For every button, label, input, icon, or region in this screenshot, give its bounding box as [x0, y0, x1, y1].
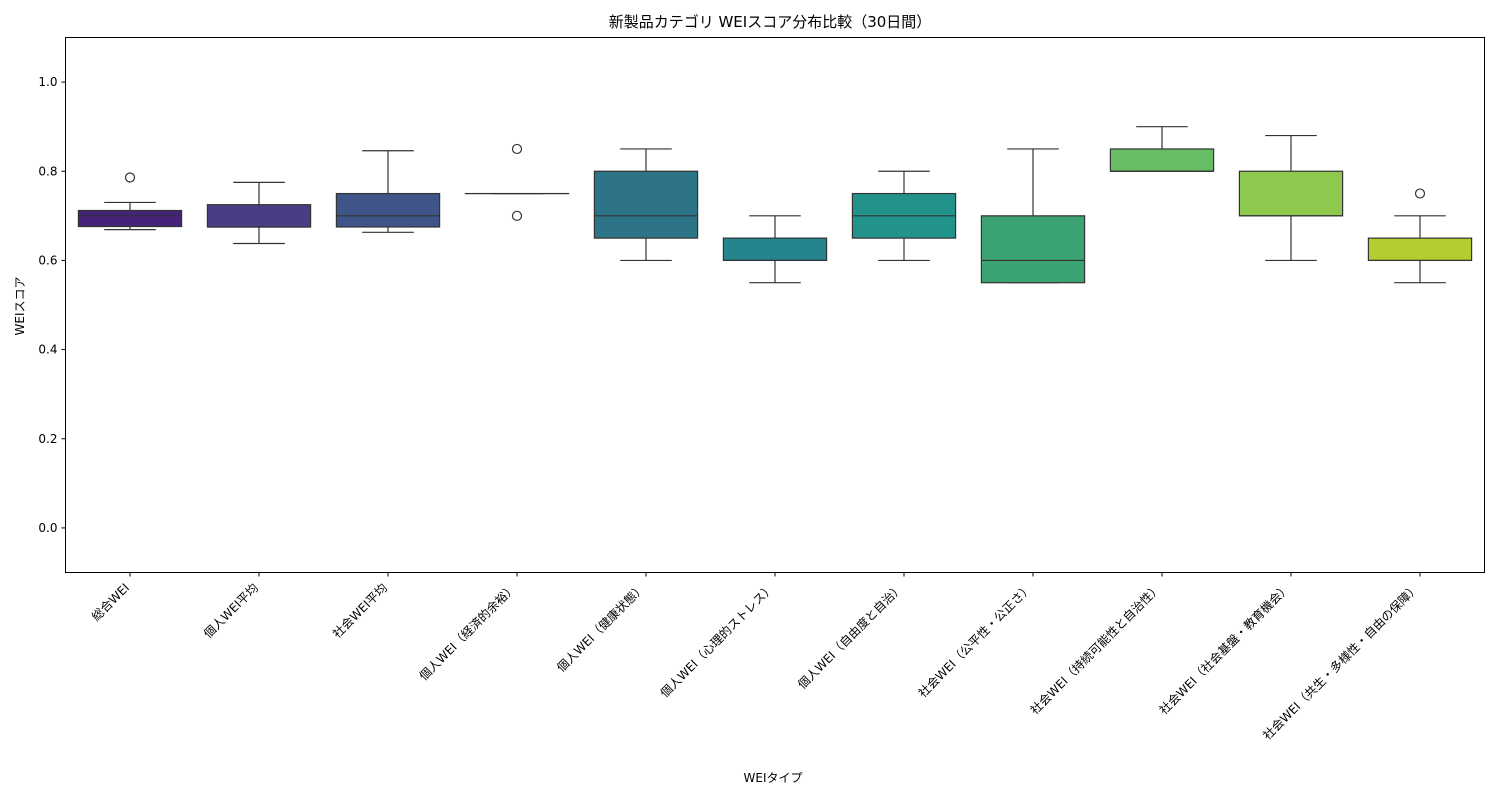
x-tick-label: 社会WEI（公平性・公正さ） — [915, 580, 1035, 700]
box-iqr — [1367, 237, 1473, 262]
chart-title: 新製品カテゴリ WEIスコア分布比較（30日間） — [609, 13, 932, 31]
box-iqr — [335, 192, 441, 228]
outlier-point — [124, 172, 136, 183]
y-tick-label: 0.4 — [38, 343, 57, 357]
x-tick-label: 社会WEI（持続可能性と自治性） — [1027, 580, 1164, 717]
y-tick-label: 1.0 — [38, 75, 57, 89]
x-tick-label: 社会WEI平均 — [329, 580, 390, 641]
x-tick-label: 社会WEI（共生・多様性・自由の保障） — [1259, 580, 1422, 743]
x-tick-label: 個人WEI平均 — [201, 581, 261, 641]
box-iqr — [1238, 170, 1344, 217]
x-tick-label: 個人WEI（自由度と自治） — [794, 580, 906, 692]
y-tick-label: 0.0 — [38, 521, 57, 535]
x-tick-label: 社会WEI（社会基盤・教育機会） — [1156, 580, 1293, 717]
y-tick-label: 0.2 — [38, 432, 57, 446]
x-tick-label: 総合WEI — [88, 580, 132, 624]
x-tick-label: 個人WEI（心理的ストレス） — [657, 580, 777, 700]
box-iqr — [206, 204, 312, 228]
x-axis-label: WEIタイプ — [744, 771, 803, 785]
outlier-point — [511, 210, 523, 221]
box-iqr — [77, 209, 183, 228]
outlier-point — [1414, 188, 1426, 199]
y-tick-label: 0.6 — [38, 253, 57, 267]
y-axis-label: WEIスコア — [13, 277, 27, 336]
box-iqr — [593, 170, 699, 239]
x-tick-label: 個人WEI（経済的余裕） — [416, 580, 519, 683]
x-tick-label: 個人WEI（健康状態） — [553, 580, 648, 675]
box-iqr — [722, 237, 828, 262]
y-tick-label: 0.8 — [38, 164, 57, 178]
outlier-point — [511, 143, 523, 155]
plot-frame — [65, 37, 1485, 573]
box-iqr — [980, 215, 1086, 284]
box-iqr — [1109, 148, 1215, 172]
